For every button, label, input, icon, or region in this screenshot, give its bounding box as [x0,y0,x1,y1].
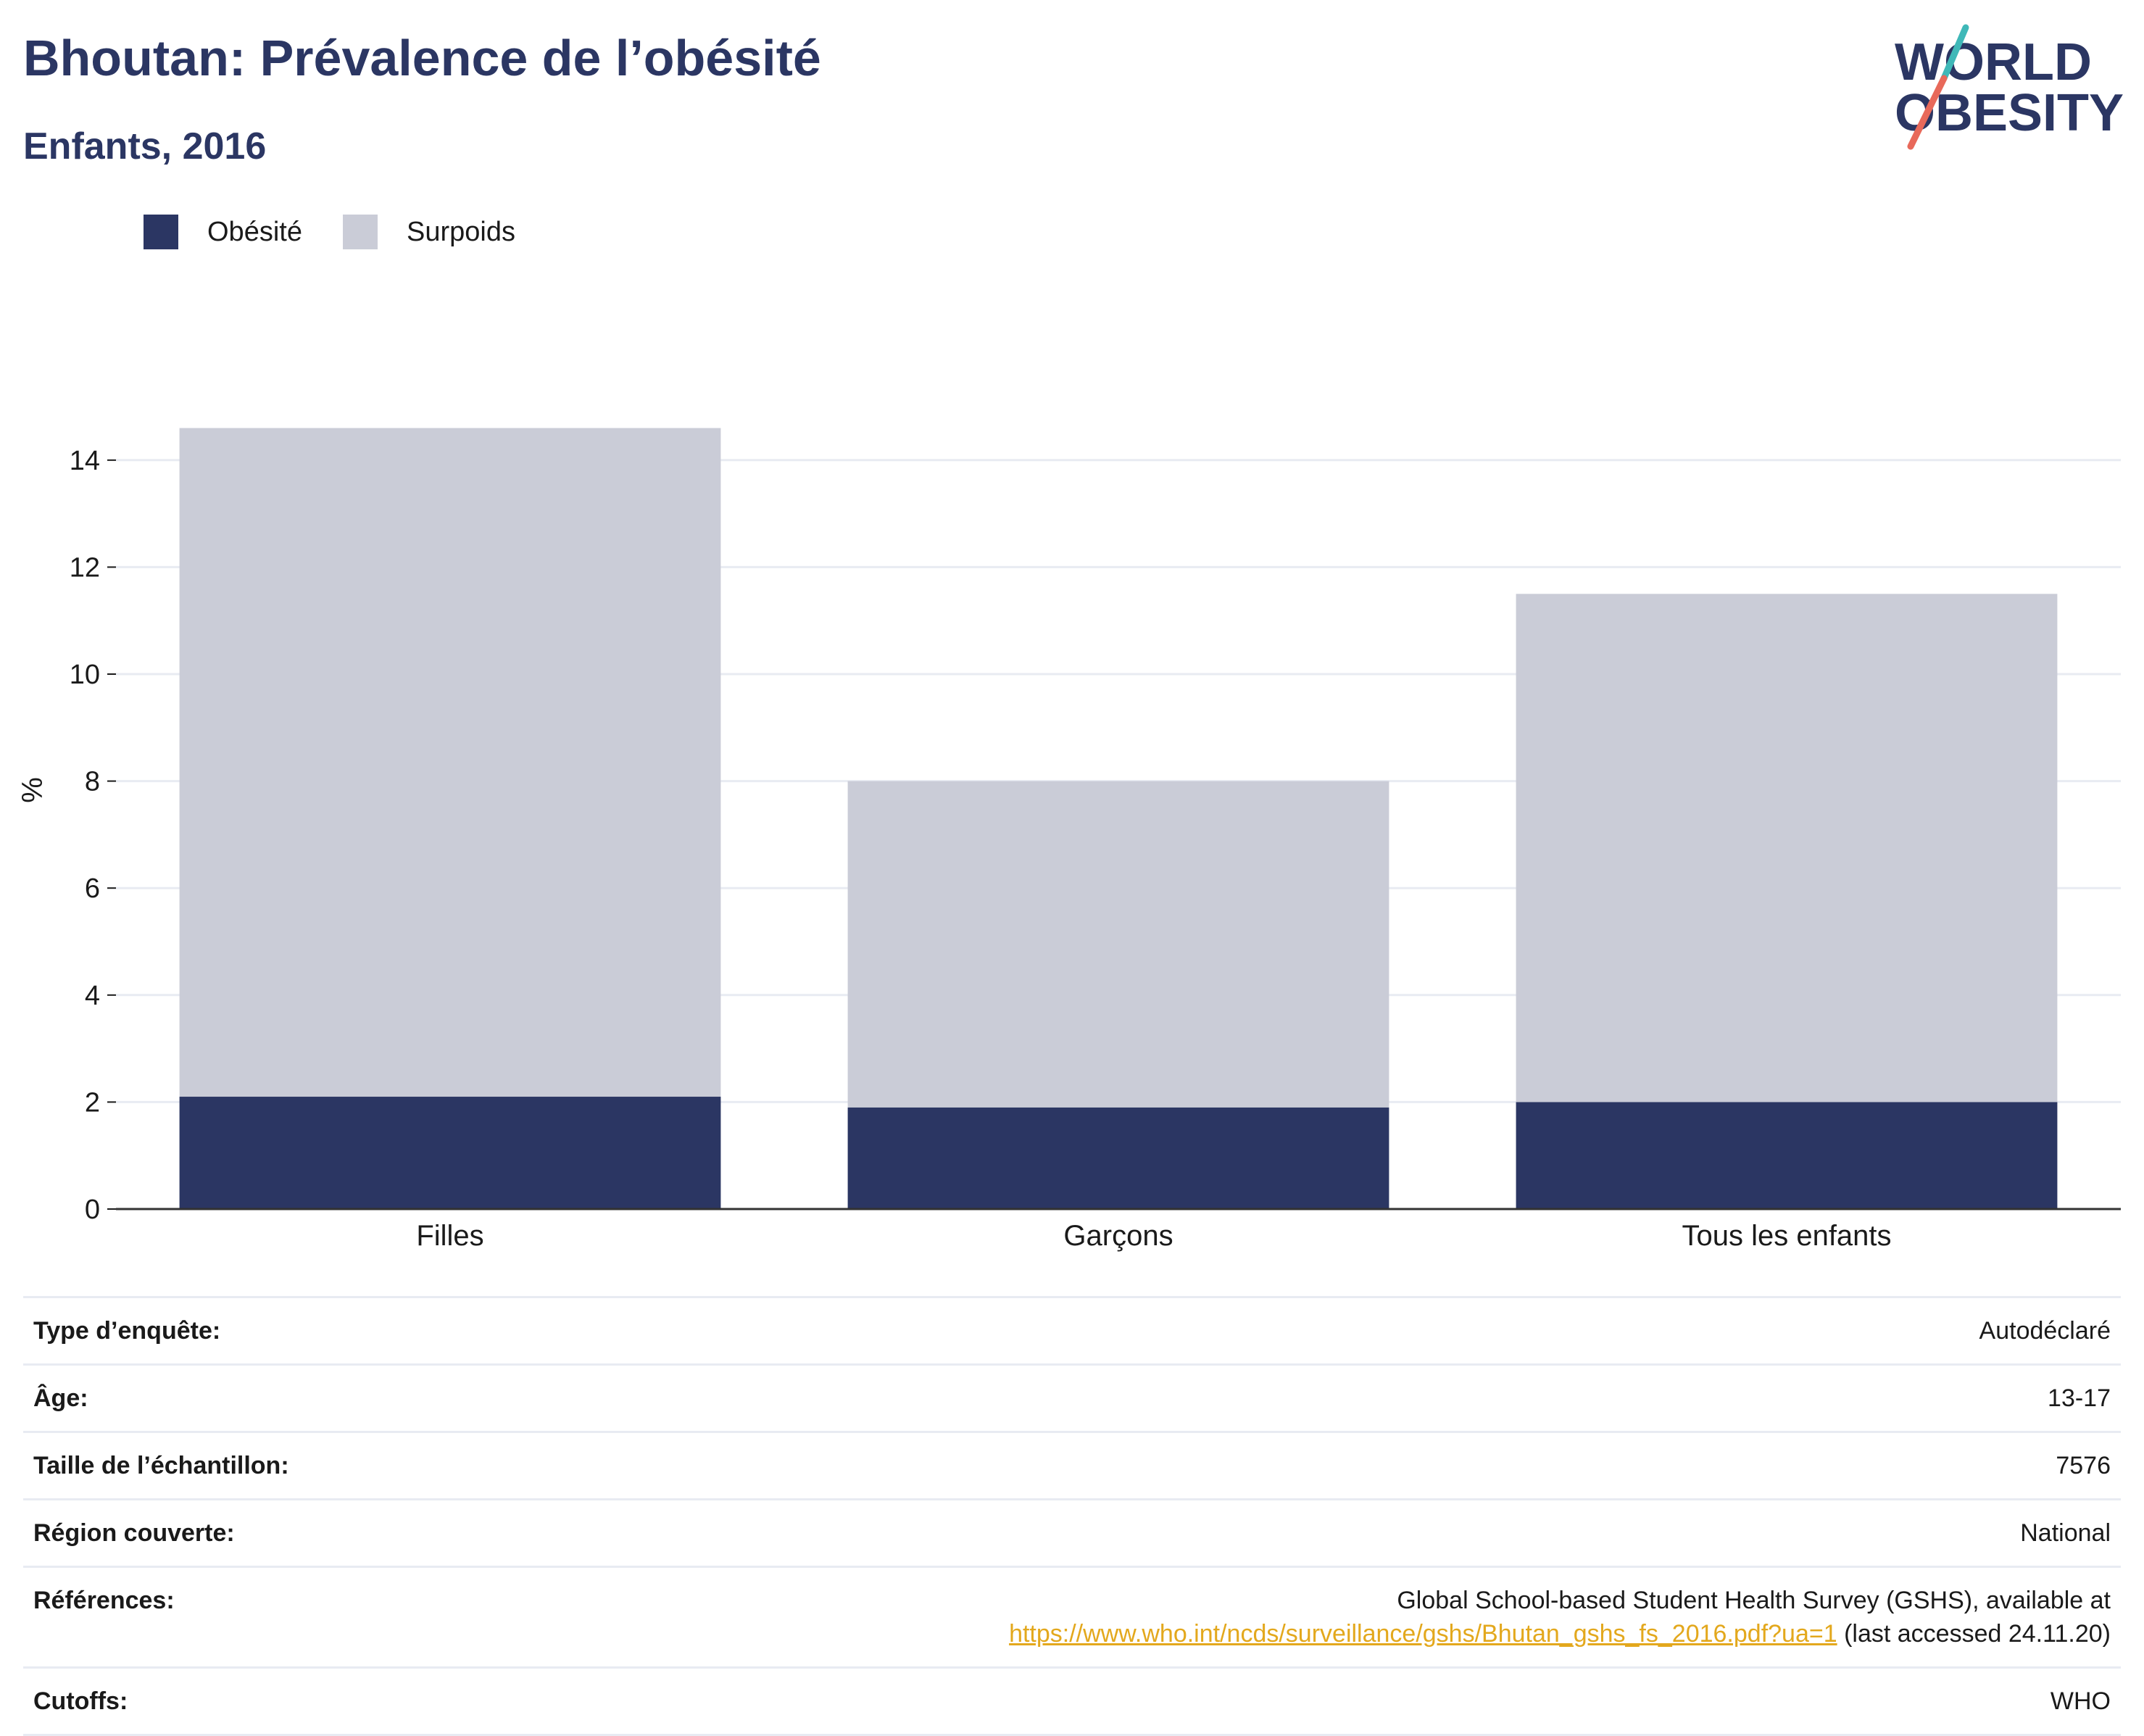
info-row-sample-size-value: 7576 [2056,1452,2111,1479]
info-row-survey-type-label: Type d’enquête: [33,1317,221,1345]
info-row-sample-size-label: Taille de l’échantillon: [33,1452,289,1479]
y-tick-label-0: 0 [85,1195,100,1225]
chart-subtitle: Enfants, 2016 [23,125,267,167]
info-row-region-value: National [2020,1519,2111,1547]
legend-item-surpoids[interactable]: Surpoids [342,215,515,249]
y-axis-label: % [17,777,49,803]
info-row-age: Âge: 13-17 [23,1364,2121,1432]
info-row-age-value: 13-17 [2048,1384,2111,1412]
y-tick-label-10: 10 [70,660,100,690]
info-row-survey-type: Type d’enquête: Autodéclaré [23,1297,2121,1365]
info-row-region-label: Région couverte: [33,1519,235,1547]
y-tick-label-6: 6 [85,873,100,904]
y-tick-label-12: 12 [70,552,100,583]
y-tick-label-14: 14 [70,446,100,476]
y-tick-label-8: 8 [85,767,100,797]
x-tick-label-0: Filles [416,1220,483,1252]
x-tick-label-1: Garçons [1063,1220,1173,1252]
references-accessed: (last accessed 24.11.20) [1837,1620,2111,1648]
info-row-cutoffs-value: WHO [2050,1687,2111,1715]
info-row-survey-type-value: Autodéclaré [1979,1317,2111,1345]
y-tick-label-2: 2 [85,1087,100,1118]
x-tick-label-2: Tous les enfants [1682,1220,1891,1252]
info-row-region: Région couverte: National [23,1499,2121,1567]
references-text: Global School-based Student Health Surve… [1397,1587,2111,1614]
survey-info-table: Type d’enquête: Autodéclaré Âge: 13-17 Taill… [23,1296,2121,1736]
chart-title: Bhoutan: Prévalence de l’obésité [23,30,821,86]
references-link-line: https://www.who.int/ncds/surveillance/gs… [561,1617,2111,1650]
info-row-references-label: Références: [33,1587,175,1614]
stacked-bar-chart: 0 2 4 6 8 10 12 14 Filles Garçons Tous les enfants… [17,428,2121,1252]
info-row-cutoffs-label: Cutoffs: [33,1687,128,1715]
info-row-references: Références: Global School-based Student H… [23,1566,2121,1668]
info-row-references-value: Global School-based Student Health Surve… [551,1567,2121,1668]
bar-obesite-1[interactable] [847,1107,1389,1209]
logo-word-world: WORLD [1895,33,2092,91]
info-row-sample-size: Taille de l’échantillon: 7576 [23,1432,2121,1500]
y-tick-label-4: 4 [85,981,100,1011]
bars [179,428,2058,1209]
legend-label-obesite: Obésité [207,216,302,247]
bar-surpoids-2[interactable] [1516,594,2058,1102]
legend-label-surpoids: Surpoids [406,216,515,247]
references-link[interactable]: https://www.who.int/ncds/surveillance/gs… [1009,1620,1837,1648]
bar-surpoids-0[interactable] [179,428,721,1097]
logo-slash-teal [1940,24,1969,82]
legend-swatch-obesite [144,215,178,249]
legend-swatch-surpoids [342,215,378,249]
axes: 0 2 4 6 8 10 12 14 Filles Garçons Tous les enfants [70,446,2121,1252]
bar-obesite-2[interactable] [1516,1102,2058,1209]
bar-obesite-0[interactable] [179,1097,721,1209]
world-obesity-logo: WORLD OBESITY [1895,24,2124,150]
info-row-cutoffs: Cutoffs: WHO [23,1667,2121,1735]
bar-surpoids-1[interactable] [847,781,1389,1108]
info-row-age-label: Âge: [33,1384,88,1412]
legend-item-obesite[interactable]: Obésité [144,215,302,249]
chart-legend: Obésité Surpoids [144,215,556,249]
logo-slash-coral [1907,75,1948,150]
